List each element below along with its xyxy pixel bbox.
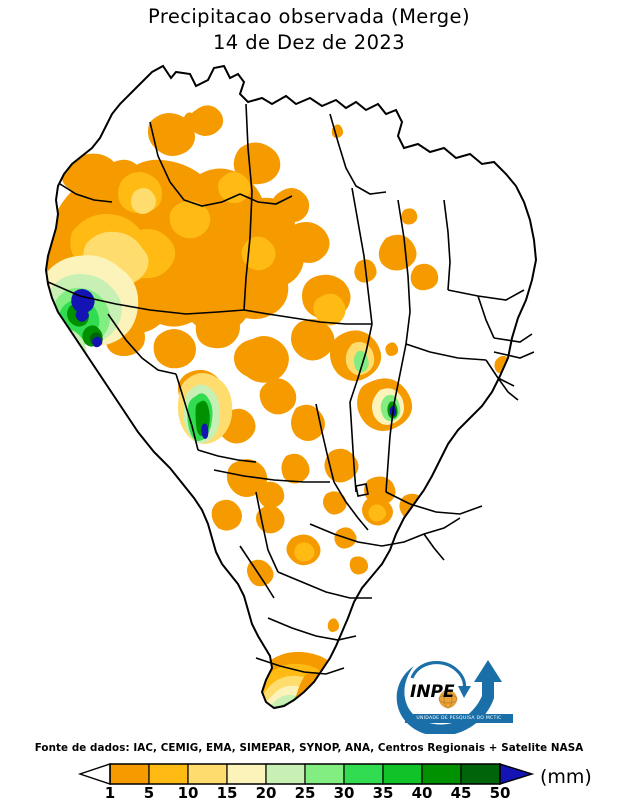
colorbar-band (460, 763, 501, 785)
logo-sphere-grid-icon (438, 689, 458, 709)
logo-arc-arrowhead-icon (458, 686, 471, 698)
precip-central (239, 319, 413, 587)
colorbar-tick-label: 35 (373, 784, 394, 800)
colorbar-band (109, 763, 150, 785)
title-line-2: 14 de Dez de 2023 (212, 30, 406, 54)
colorbar-band (421, 763, 462, 785)
colorbar-tick-label: 25 (295, 784, 316, 800)
state-borders (47, 103, 535, 675)
colorbar-under-arrow (77, 763, 111, 785)
colorbar-band (382, 763, 423, 785)
colorbar: 1 5 10 15 20 25 30 35 40 45 50 (0, 762, 618, 800)
logo-wordmark: INPE (410, 682, 455, 702)
colorbar-frame (109, 763, 501, 785)
unit-label: (mm) (540, 766, 592, 788)
logo-sphere-icon (439, 690, 457, 708)
colorbar-bands (109, 763, 501, 785)
colorbar-tick-label: 15 (217, 784, 238, 800)
colorbar-band (226, 763, 267, 785)
colorbar-tick-label: 45 (451, 784, 472, 800)
brazil-outline (44, 64, 538, 710)
precipitation-map (0, 52, 618, 742)
colorbar-over-arrow (499, 763, 535, 785)
colorbar-band (304, 763, 345, 785)
colorbar-tick-label: 1 (105, 784, 115, 800)
precip-rondonia (178, 373, 233, 444)
logo-caption: UNIDADE DE PESQUISA DO MCTIC (405, 714, 513, 723)
colorbar-tick-label: 40 (412, 784, 433, 800)
colorbar-tick-label: 10 (178, 784, 199, 800)
colorbar-band (343, 763, 384, 785)
colorbar-band (265, 763, 306, 785)
page-title: Precipitacao observada (Merge) 14 de Dez… (0, 4, 618, 55)
colorbar-tick-label: 50 (490, 784, 511, 800)
colorbar-tick-labels: 1 5 10 15 20 25 30 35 40 45 50 (105, 784, 511, 800)
colorbar-tick-label: 20 (256, 784, 277, 800)
colorbar-tick-label: 5 (144, 784, 154, 800)
title-line-1: Precipitacao observada (Merge) (148, 5, 470, 28)
colorbar-tick-label: 30 (334, 784, 355, 800)
colorbar-band (148, 763, 189, 785)
logo-arc-icon (410, 660, 467, 691)
data-source-line: Fonte de dados: IAC, CEMIG, EMA, SIMEPAR… (34, 742, 584, 754)
colorbar-band (187, 763, 228, 785)
